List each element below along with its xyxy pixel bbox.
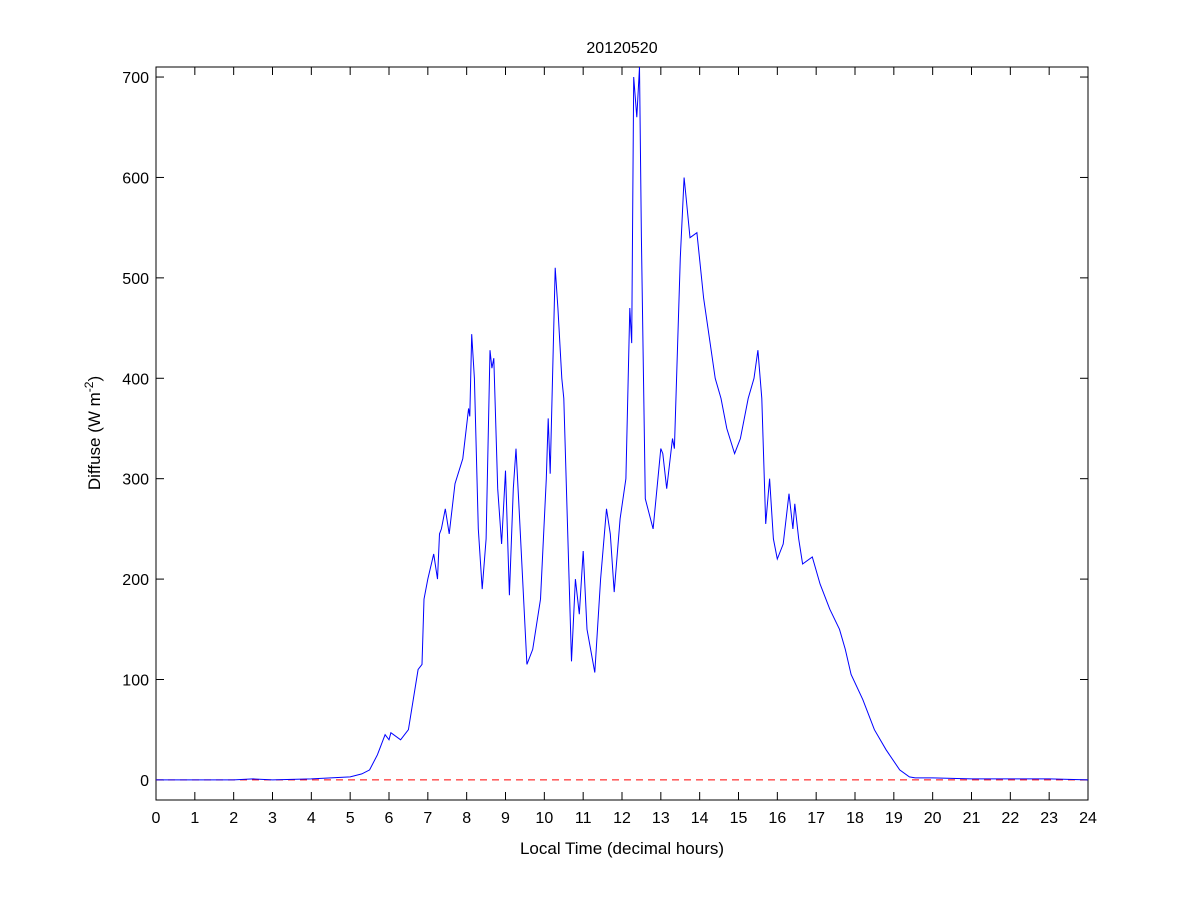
diffuse-series-line [156,66,1089,781]
x-tick-label: 6 [385,810,394,827]
x-tick-label: 3 [268,810,277,827]
plot-area [155,66,1089,801]
y-tick-label: 700 [122,70,149,87]
x-tick-label: 14 [691,810,709,827]
y-tick-label: 300 [122,472,149,489]
x-tick-label: 17 [807,810,825,827]
x-tick-label: 22 [1001,810,1019,827]
x-tick-label: 2 [229,810,238,827]
y-tick-label: 400 [122,371,149,388]
x-tick-label: 18 [846,810,864,827]
x-tick-label: 0 [152,810,161,827]
x-tick-label: 10 [535,810,553,827]
x-tick-label: 4 [307,810,316,827]
x-tick-label: 19 [885,810,903,827]
x-axis-label: Local Time (decimal hours) [520,839,724,858]
x-tick-label: 13 [652,810,670,827]
x-tick-label: 11 [575,810,592,827]
y-tick-label: 200 [122,572,149,589]
y-tick-label: 100 [122,673,149,690]
y-tick-label: 0 [140,773,149,790]
x-tick-label: 12 [613,810,631,827]
chart-title: 20120520 [586,40,657,57]
x-tick-label: 20 [924,810,942,827]
x-tick-label: 24 [1079,810,1097,827]
y-axis-label-main: Diffuse (W m [85,392,104,490]
x-tick-label: 23 [1040,810,1058,827]
x-tick-label: 5 [346,810,355,827]
y-tick-label: 500 [122,271,149,288]
y-axis-label-suffix: ) [85,376,104,382]
y-axis-label-superscript: -2 [82,381,96,392]
axis-ticks: 0 1 2 3 4 5 6 7 8 9 10 11 12 13 14 15 16 17 18 19 20 21 22 23 24… [122,67,1097,827]
x-tick-label: 16 [768,810,786,827]
x-tick-label: 7 [423,810,432,827]
x-tick-label: 21 [963,810,981,827]
y-tick-label: 600 [122,170,149,187]
x-tick-label: 1 [190,810,199,827]
y-axis-label: Diffuse (W m-2) [82,376,104,490]
x-tick-label: 8 [462,810,471,827]
x-tick-label: 15 [730,810,748,827]
x-tick-label: 9 [501,810,510,827]
